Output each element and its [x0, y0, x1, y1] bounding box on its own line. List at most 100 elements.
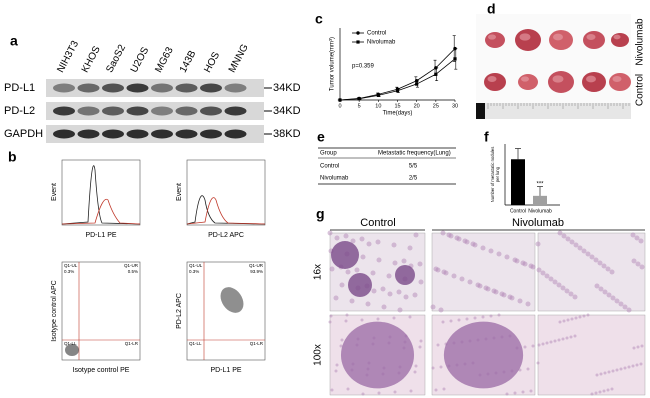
tumor [549, 30, 573, 50]
tissue [627, 365, 631, 369]
panel-label: a [10, 33, 18, 49]
dot-plot [61, 261, 266, 361]
nodule [395, 265, 415, 285]
tissue [329, 266, 335, 272]
tissue [619, 367, 623, 371]
tissue [569, 335, 573, 339]
tissue [442, 387, 446, 391]
tissue [558, 320, 562, 324]
group-label: Nivolumab [635, 18, 646, 66]
tissue [434, 388, 438, 392]
tissue [392, 260, 398, 266]
tissue [377, 391, 381, 395]
tissue [433, 266, 439, 272]
tissue [407, 245, 413, 251]
tissue [454, 235, 460, 241]
tissue [634, 235, 640, 241]
table-rule [318, 147, 456, 185]
axis-label: PD-L2 APC [176, 293, 183, 329]
tissue [566, 318, 570, 322]
error-bar [537, 186, 543, 196]
axis-label: Event [51, 183, 58, 201]
blot-band [224, 83, 247, 93]
tissue [340, 338, 344, 342]
tumor [611, 33, 629, 47]
tissue [602, 389, 606, 393]
tissue [451, 273, 457, 279]
tissue [436, 343, 440, 347]
blot-strip [46, 102, 264, 120]
tissue [609, 269, 615, 275]
row-label: PD-L1 [4, 82, 35, 94]
panel-label: d [487, 1, 496, 17]
tissue [597, 260, 603, 266]
tissue [607, 370, 611, 374]
row-header: 100x [313, 344, 324, 366]
tissue [496, 251, 502, 257]
tissue [614, 298, 620, 304]
tissue [603, 371, 607, 375]
tissue [376, 317, 380, 321]
tissue [334, 369, 338, 373]
tissue [561, 337, 565, 341]
tissue [346, 387, 350, 391]
axis-label: Number of metastatic nodules [490, 147, 495, 203]
tissue [339, 282, 345, 288]
tissue [504, 254, 510, 260]
tissue [639, 362, 643, 366]
blot-band [224, 129, 247, 139]
tissue [430, 304, 436, 310]
quadrant-label: Q1-UL [64, 263, 78, 268]
marker [395, 89, 400, 93]
table-cell: 2/5 [409, 176, 418, 182]
tumor-highlight [521, 76, 529, 82]
quadrant-label: Q1-UL [189, 263, 203, 268]
tissue [339, 344, 343, 348]
blot-band [224, 106, 247, 116]
quadrant-label: 0.3% [64, 269, 74, 274]
tissue [594, 283, 600, 289]
nodule [443, 321, 524, 389]
tissue [370, 270, 376, 276]
row-label: PD-L2 [4, 105, 35, 117]
tissue [523, 345, 527, 349]
tissue [396, 289, 402, 295]
tissue [553, 339, 557, 343]
tissue [572, 294, 578, 300]
blot-band [151, 106, 173, 116]
blot-band [200, 106, 222, 116]
table-cell: 5/5 [409, 164, 418, 170]
tissue [349, 298, 355, 304]
marker [376, 93, 380, 97]
tissue [513, 391, 517, 395]
tissue [343, 233, 349, 239]
tissue [446, 232, 452, 238]
tissue [381, 304, 387, 310]
quadrant-label: Q1-UR [124, 263, 139, 268]
panel-label: c [315, 11, 323, 27]
tissue [475, 282, 481, 288]
annotation: p=0.359 [352, 64, 375, 70]
tissue [380, 286, 386, 292]
tissue [403, 294, 409, 300]
tissue [512, 257, 518, 263]
blot-band [175, 106, 198, 116]
tissue [507, 294, 513, 300]
nodule [331, 241, 359, 269]
tissue [632, 346, 636, 350]
size-label: 34KD [273, 105, 301, 117]
quadrant-label: Q1-LL [64, 341, 77, 346]
tissue [361, 392, 365, 396]
panel-label: e [317, 129, 325, 145]
tissue [408, 315, 412, 319]
tissue [397, 307, 403, 313]
quadrant-label: Q1-LR [125, 341, 139, 346]
tissue [611, 369, 615, 373]
tissue [595, 373, 599, 377]
tissue [483, 285, 489, 291]
tissue [564, 288, 570, 294]
tissue [473, 316, 477, 320]
tissue [386, 273, 392, 279]
marker [453, 57, 457, 61]
